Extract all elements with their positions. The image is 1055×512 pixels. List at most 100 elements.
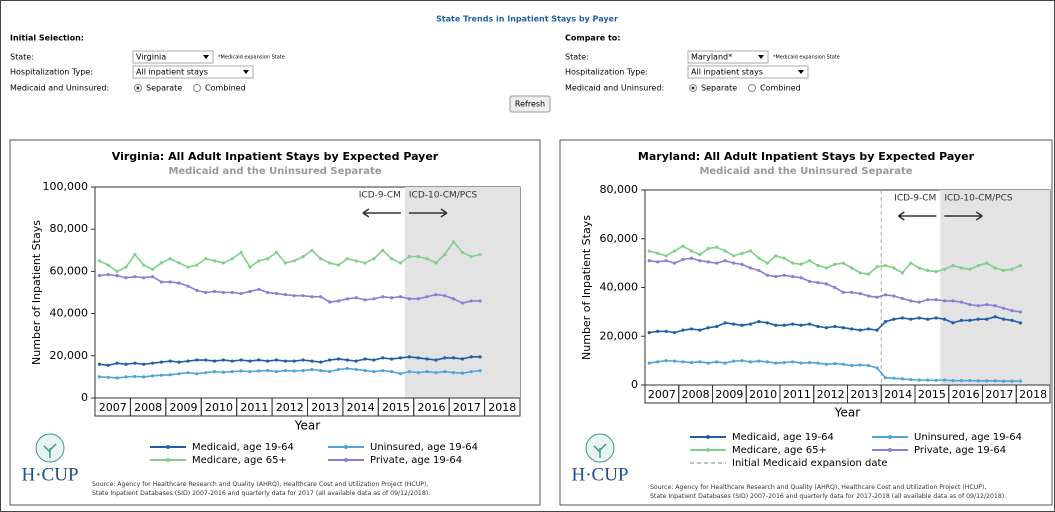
- type-select[interactable]: [132, 65, 254, 79]
- data-point: [266, 290, 270, 295]
- data-point: [363, 298, 367, 302]
- data-point: [656, 329, 660, 333]
- data-point: [221, 370, 225, 374]
- y-tick-label: 100,000: [43, 180, 89, 193]
- data-point: [239, 250, 243, 255]
- refresh-button[interactable]: Refresh: [509, 95, 551, 113]
- data-point: [698, 328, 702, 332]
- data-point: [866, 363, 871, 368]
- data-point: [257, 358, 261, 362]
- data-point: [706, 246, 710, 251]
- select-value[interactable]: All inpatient stays: [691, 68, 763, 77]
- data-point: [283, 368, 287, 373]
- data-point: [451, 371, 456, 375]
- data-point: [186, 371, 190, 375]
- legend-marker: [166, 458, 170, 462]
- data-point: [416, 255, 420, 259]
- data-point: [681, 257, 685, 262]
- data-point: [715, 360, 719, 364]
- data-point: [706, 260, 710, 264]
- data-point: [757, 268, 761, 273]
- x-tick-label: 2007: [648, 388, 676, 401]
- x-tick-label: 2017: [453, 401, 481, 414]
- data-point: [1001, 268, 1006, 273]
- data-point: [292, 359, 296, 363]
- data-point: [833, 361, 837, 366]
- data-point: [866, 294, 871, 298]
- data-point: [354, 359, 358, 363]
- data-point: [647, 361, 651, 365]
- arrow-right: [944, 211, 983, 221]
- legend-label: Medicaid, age 19-64: [732, 432, 834, 443]
- data-point: [715, 324, 719, 329]
- data-point: [434, 293, 438, 297]
- radio[interactable]: [748, 84, 756, 92]
- data-point: [731, 359, 736, 363]
- data-point: [390, 357, 394, 361]
- data-point: [816, 324, 820, 329]
- data-point: [248, 289, 252, 294]
- y-tick-label: 80,000: [600, 183, 639, 196]
- data-point: [177, 372, 181, 376]
- data-point: [390, 296, 394, 300]
- data-point: [390, 370, 394, 374]
- select-value[interactable]: Virginia: [136, 53, 166, 62]
- data-point: [816, 263, 820, 268]
- data-point: [97, 362, 102, 366]
- icd10-shade: [404, 187, 520, 398]
- state-select[interactable]: [132, 50, 214, 64]
- data-point: [372, 257, 376, 261]
- radio-label[interactable]: Combined: [760, 84, 801, 93]
- data-point: [283, 293, 287, 297]
- data-point: [765, 273, 769, 277]
- data-point: [959, 318, 964, 323]
- data-point: [319, 368, 323, 373]
- data-point: [850, 363, 854, 368]
- type-select[interactable]: [687, 65, 809, 79]
- legend-label: Medicare, age 65+: [732, 445, 827, 456]
- data-point: [765, 360, 769, 364]
- y-tick-label: 40,000: [600, 281, 639, 294]
- x-tick-label: 2011: [783, 388, 811, 401]
- data-point: [951, 379, 955, 383]
- radio-label[interactable]: Separate: [146, 84, 182, 93]
- x-tick-label: 2013: [850, 388, 878, 401]
- data-point: [672, 261, 677, 265]
- field-label: State:: [10, 53, 34, 62]
- radio-label[interactable]: Separate: [701, 84, 737, 93]
- x-tick-label: 2018: [488, 401, 516, 414]
- data-point: [257, 259, 261, 263]
- radio[interactable]: [193, 84, 201, 92]
- data-point: [1001, 379, 1006, 383]
- data-point: [731, 254, 736, 258]
- data-point: [416, 297, 420, 301]
- data-point: [892, 266, 896, 270]
- data-point: [345, 257, 349, 261]
- data-point: [875, 295, 879, 299]
- data-point: [993, 379, 997, 383]
- data-point: [310, 359, 314, 363]
- data-point: [824, 266, 829, 270]
- data-point: [150, 275, 155, 279]
- data-point: [407, 355, 411, 359]
- select-value[interactable]: Maryland*: [691, 53, 732, 62]
- data-point: [740, 359, 744, 363]
- radio-label[interactable]: Combined: [205, 84, 246, 93]
- data-point: [968, 302, 972, 307]
- x-tick-cell: [484, 397, 521, 417]
- legend-marker: [706, 435, 710, 439]
- data-point: [1018, 379, 1023, 383]
- data-point: [807, 322, 812, 326]
- x-axis-title: Year: [834, 406, 860, 420]
- y-tick-label: 0: [631, 378, 638, 391]
- button-frame[interactable]: [509, 95, 551, 113]
- state-select[interactable]: [687, 50, 769, 64]
- x-tick-label: 2009: [170, 401, 198, 414]
- data-point: [150, 361, 155, 365]
- data-point: [900, 296, 904, 301]
- select-value[interactable]: All inpatient stays: [136, 68, 208, 77]
- button-label[interactable]: Refresh: [515, 100, 545, 109]
- data-point: [212, 359, 217, 363]
- data-point: [774, 274, 778, 279]
